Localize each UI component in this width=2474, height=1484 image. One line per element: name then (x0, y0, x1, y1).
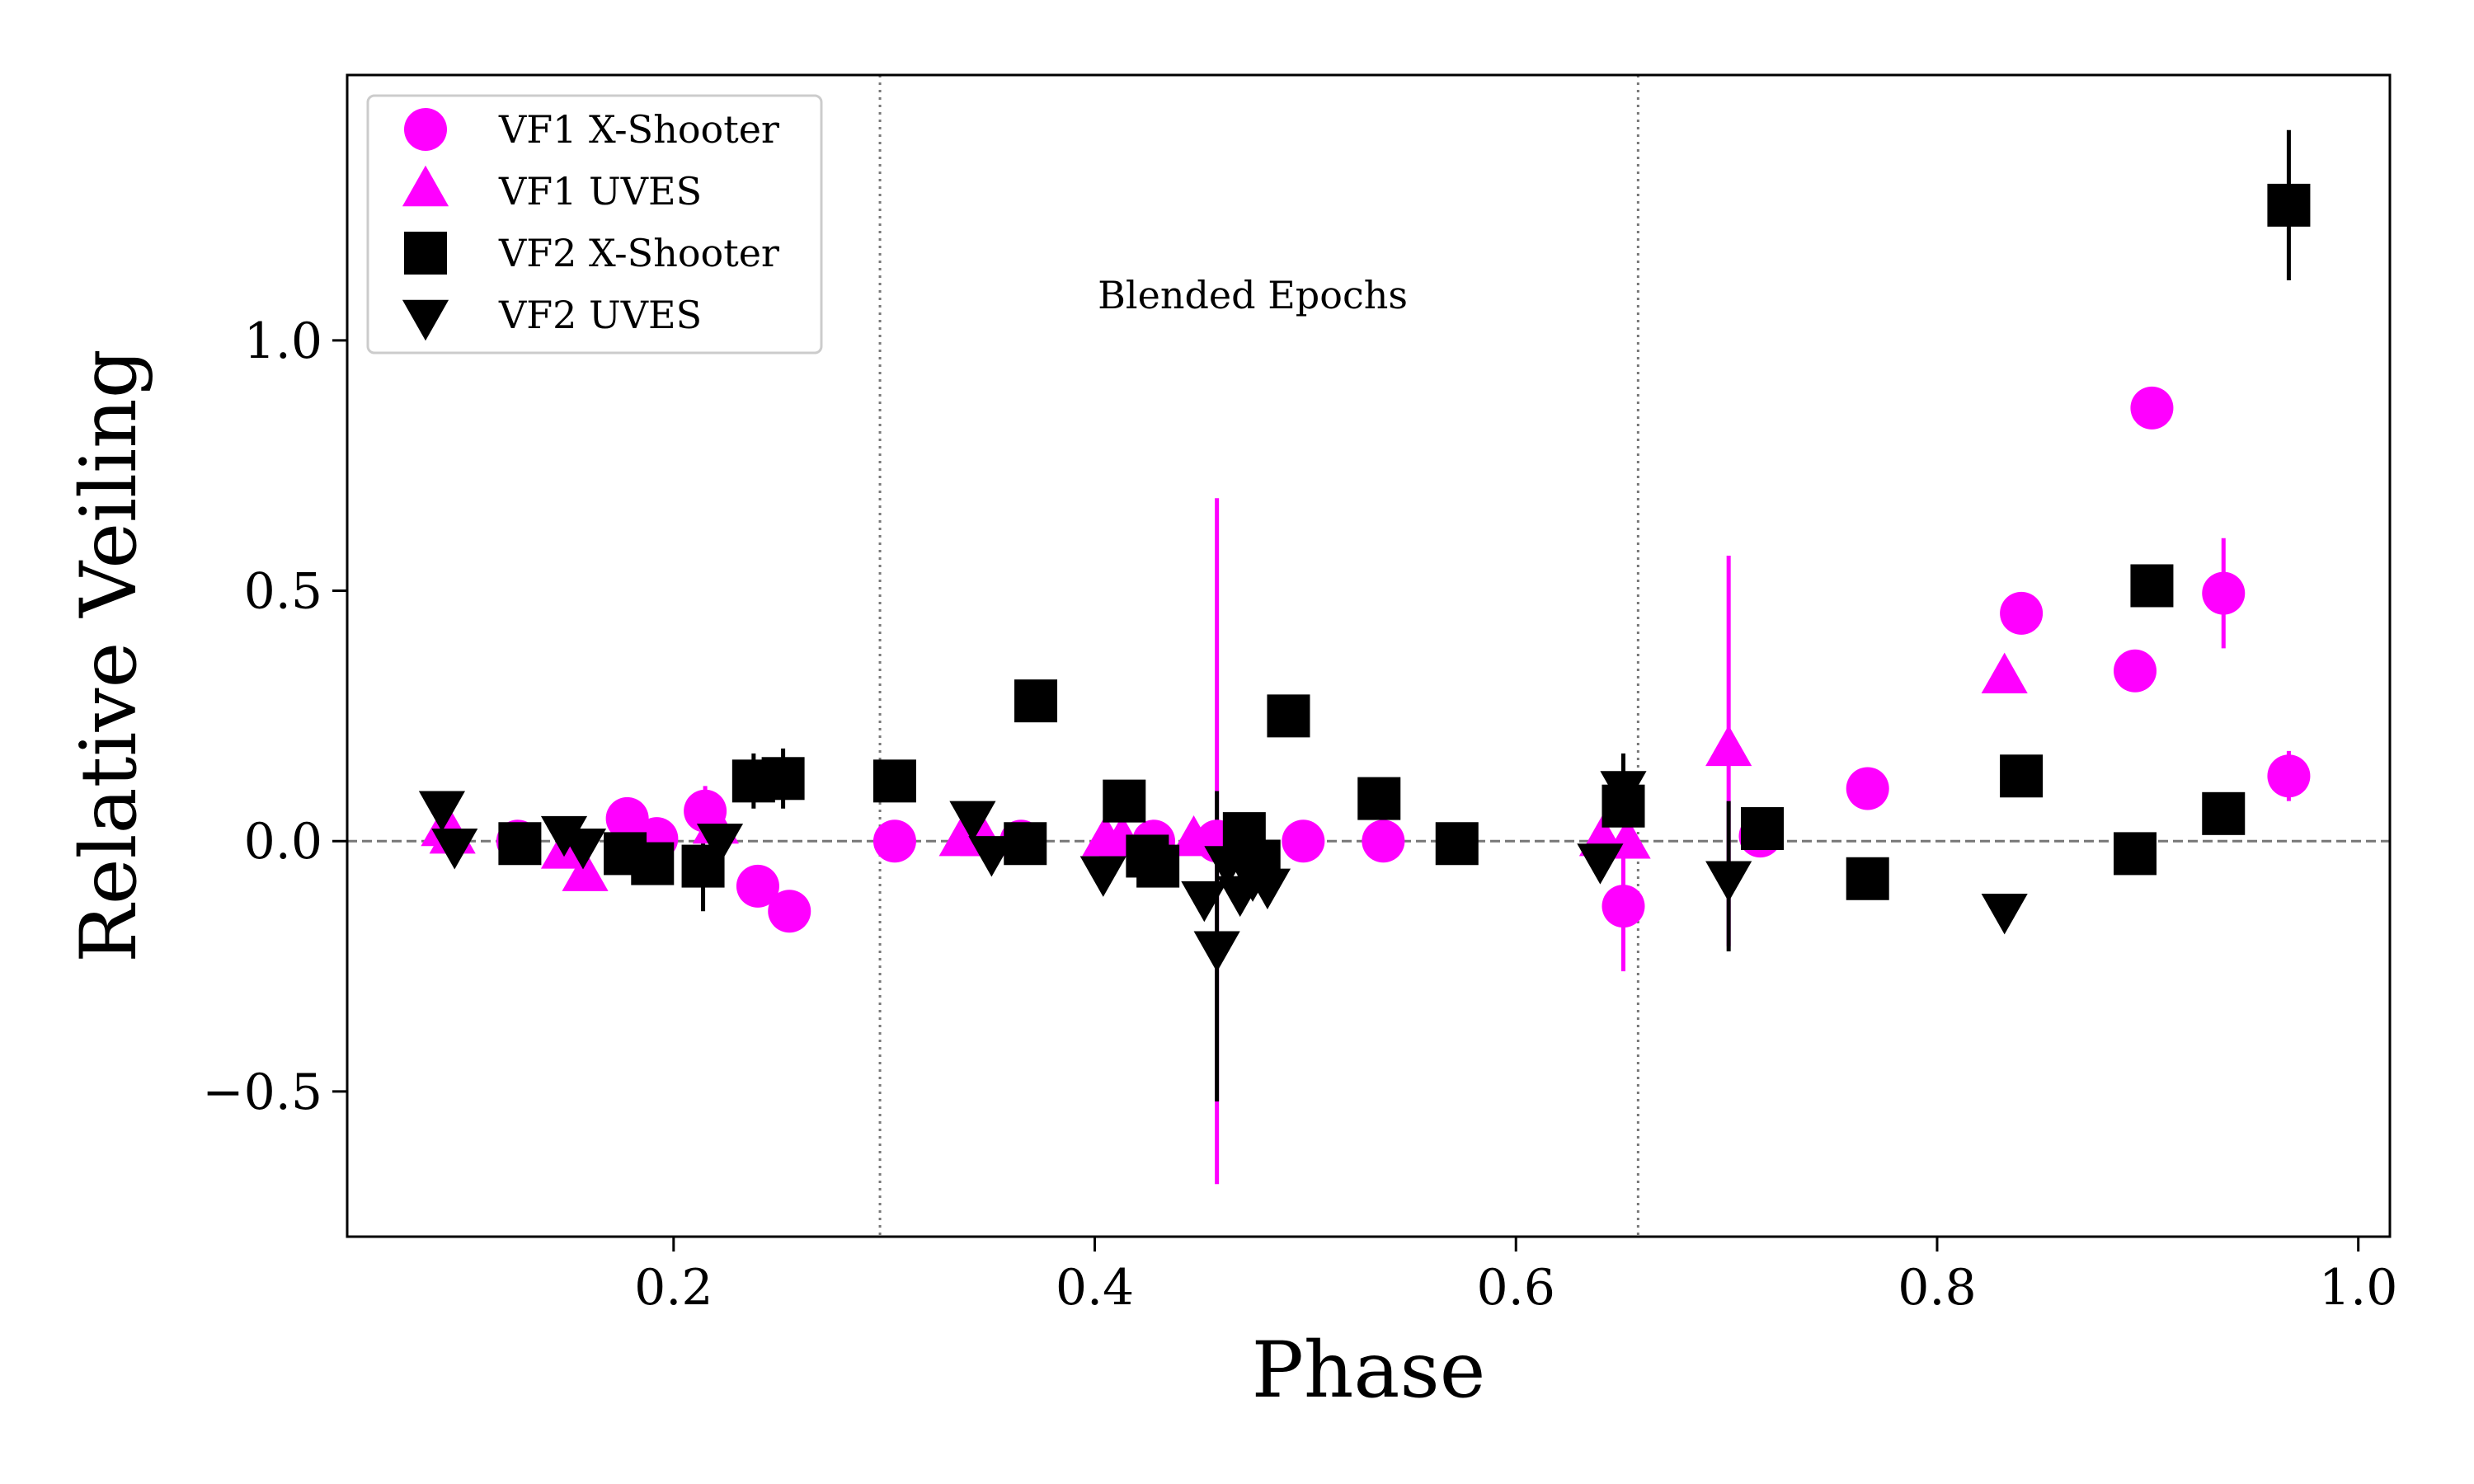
data-point-vf2-uves (949, 801, 996, 843)
data-point-vf1-uves (1170, 815, 1217, 857)
data-point-vf2-uves (1981, 894, 2028, 935)
x-axis-label: Phase (1252, 1326, 1486, 1416)
data-point-vf2-x-shooter (498, 822, 542, 866)
data-point-vf2-x-shooter (2114, 832, 2157, 876)
x-tick-label: 0.6 (1477, 1259, 1555, 1317)
x-tick-label: 0.4 (1056, 1259, 1134, 1317)
data-point-vf2-uves (431, 829, 478, 870)
legend-label-vf2-x-shooter: VF2 X-Shooter (498, 231, 779, 275)
data-point-vf1-x-shooter (736, 864, 779, 908)
data-point-vf2-x-shooter (1103, 779, 1146, 823)
data-point-vf2-uves (1600, 771, 1647, 812)
data-point-vf1-x-shooter (2114, 649, 2157, 693)
data-point-vf1-uves (1981, 652, 2028, 694)
data-point-vf2-x-shooter (1357, 777, 1401, 820)
data-point-vf1-x-shooter (2130, 386, 2174, 430)
data-point-vf2-uves (1577, 843, 1624, 885)
data-point-vf2-x-shooter (872, 759, 916, 803)
data-point-vf2-x-shooter (1267, 694, 1310, 738)
data-point-vf2-uves (1204, 846, 1251, 887)
x-axis-ticks: 0.2 0.4 0.6 0.8 1.0 (634, 1237, 2397, 1317)
data-point-vf2-uves (1193, 931, 1240, 972)
data-point-vf2-x-shooter (2130, 564, 2174, 608)
y-tick-label: 1.0 (244, 312, 322, 370)
x-tick-label: 0.8 (1898, 1259, 1976, 1317)
y-tick-label: −0.5 (202, 1064, 322, 1121)
y-tick-label: 0.5 (244, 563, 322, 621)
data-point-vf2-uves (1244, 868, 1291, 910)
y-tick-label: 0.0 (244, 813, 322, 871)
legend-box (366, 94, 823, 355)
data-point-vf1-uves (562, 850, 609, 891)
legend: VF1 X-Shooter VF1 UVES VF2 X-Shooter VF2 UV… (366, 94, 823, 355)
data-point-vf2-uves (559, 829, 607, 870)
data-point-vf2-x-shooter (2000, 754, 2044, 798)
data-point-vf1-x-shooter (872, 819, 916, 863)
data-point-vf2-x-shooter (2267, 183, 2311, 227)
data-point-vf1-x-shooter (1362, 819, 1405, 863)
data-point-vf2-uves (1705, 861, 1752, 902)
series-vf2-x-shooter (498, 183, 2311, 900)
legend-marker-vf2-x-shooter (404, 232, 447, 275)
data-point-vf2-x-shooter (1136, 844, 1180, 888)
plot-frame (346, 73, 2392, 1238)
data-point-vf1-uves (1705, 725, 1752, 767)
data-point-vf2-x-shooter (1741, 807, 1785, 851)
blended-epochs-annotation: Blended Epochs (1098, 273, 1408, 317)
legend-marker-vf1-uves (402, 165, 449, 207)
data-point-vf2-x-shooter (1435, 822, 1479, 866)
data-point-vf2-uves (1181, 881, 1228, 923)
legend-marker-vf1-x-shooter (404, 108, 447, 151)
data-point-vf2-uves (696, 823, 744, 865)
data-points (418, 183, 2311, 972)
data-point-vf2-uves (540, 815, 588, 857)
reference-lines (347, 75, 2390, 1237)
series-vf2-uves (418, 771, 2028, 972)
y-axis-label: Relative Veiling (64, 349, 154, 963)
data-point-vf1-x-shooter (1602, 885, 1645, 928)
data-point-vf2-x-shooter (761, 757, 805, 801)
x-tick-label: 1.0 (2319, 1259, 2397, 1317)
data-point-vf1-x-shooter (1846, 767, 1889, 810)
data-point-vf2-x-shooter (631, 842, 675, 885)
data-point-vf2-x-shooter (1014, 679, 1058, 723)
data-point-vf1-x-shooter (2267, 754, 2311, 798)
legend-marker-vf2-uves (402, 299, 449, 341)
data-point-vf2-uves (968, 836, 1015, 877)
data-point-vf1-x-shooter (768, 890, 811, 933)
data-point-vf2-uves (1079, 856, 1126, 897)
x-tick-label: 0.2 (634, 1259, 713, 1317)
data-point-vf2-x-shooter (1846, 857, 1889, 900)
legend-label-vf1-x-shooter: VF1 X-Shooter (498, 107, 779, 152)
data-point-vf2-x-shooter (2202, 791, 2246, 835)
data-point-vf1-x-shooter (2000, 591, 2044, 635)
data-point-vf2-uves (418, 791, 465, 832)
legend-label-vf2-uves: VF2 UVES (498, 293, 702, 337)
data-point-vf1-x-shooter (1282, 819, 1325, 863)
legend-label-vf1-uves: VF1 UVES (498, 169, 702, 214)
data-point-vf1-x-shooter (2202, 571, 2246, 615)
data-point-vf2-x-shooter (1004, 822, 1047, 866)
y-axis-ticks: −0.5 0.0 0.5 1.0 (202, 312, 347, 1121)
